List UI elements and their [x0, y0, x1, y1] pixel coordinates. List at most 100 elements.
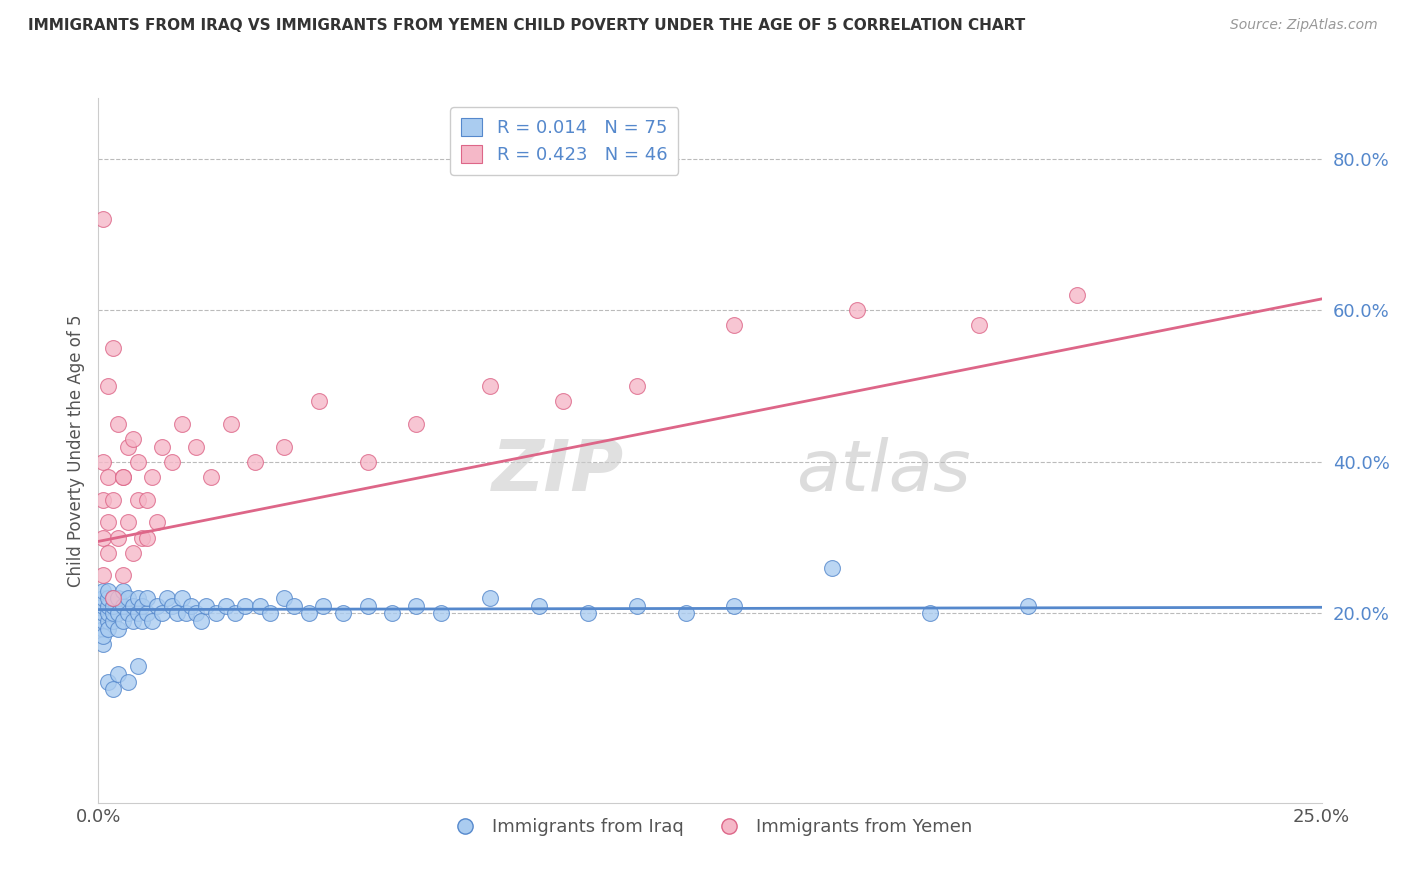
- Point: [97, 674, 120, 689]
- Text: IMMIGRANTS FROM IRAQ VS IMMIGRANTS FROM YEMEN CHILD POVERTY UNDER THE AGE OF 5 C: IMMIGRANTS FROM IRAQ VS IMMIGRANTS FROM …: [28, 18, 1025, 33]
- Point: [121, 599, 143, 613]
- Point: [111, 614, 134, 628]
- Point: [107, 607, 129, 621]
- Point: [308, 394, 330, 409]
- Point: [136, 607, 159, 621]
- Point: [121, 614, 143, 628]
- Point: [405, 417, 427, 431]
- Point: [233, 599, 256, 613]
- Point: [312, 599, 335, 613]
- Point: [195, 599, 218, 613]
- Point: [117, 591, 139, 606]
- Point: [160, 455, 183, 469]
- Point: [97, 583, 120, 598]
- Point: [675, 607, 697, 621]
- Point: [205, 607, 228, 621]
- Point: [146, 599, 169, 613]
- Point: [356, 455, 378, 469]
- Point: [127, 659, 149, 673]
- Point: [91, 531, 114, 545]
- Point: [150, 440, 173, 454]
- Point: [91, 583, 114, 598]
- Point: [101, 614, 124, 628]
- Point: [1066, 288, 1088, 302]
- Point: [117, 674, 139, 689]
- Point: [131, 531, 153, 545]
- Point: [723, 599, 745, 613]
- Point: [97, 614, 120, 628]
- Point: [478, 379, 501, 393]
- Point: [127, 591, 149, 606]
- Point: [97, 546, 120, 560]
- Point: [298, 607, 321, 621]
- Point: [91, 637, 114, 651]
- Point: [273, 440, 295, 454]
- Point: [107, 667, 129, 681]
- Point: [356, 599, 378, 613]
- Point: [478, 591, 501, 606]
- Point: [101, 591, 124, 606]
- Point: [97, 591, 120, 606]
- Point: [111, 568, 134, 582]
- Point: [111, 470, 134, 484]
- Point: [160, 599, 183, 613]
- Point: [626, 379, 648, 393]
- Point: [381, 607, 404, 621]
- Point: [97, 379, 120, 393]
- Point: [91, 614, 114, 628]
- Point: [111, 470, 134, 484]
- Point: [273, 591, 295, 606]
- Point: [186, 607, 208, 621]
- Point: [131, 599, 153, 613]
- Point: [91, 607, 114, 621]
- Point: [111, 583, 134, 598]
- Point: [136, 492, 159, 507]
- Point: [405, 599, 427, 613]
- Point: [121, 432, 143, 446]
- Point: [117, 607, 139, 621]
- Point: [170, 591, 193, 606]
- Point: [131, 614, 153, 628]
- Point: [117, 440, 139, 454]
- Point: [91, 568, 114, 582]
- Point: [283, 599, 305, 613]
- Point: [146, 516, 169, 530]
- Point: [821, 561, 844, 575]
- Point: [845, 303, 868, 318]
- Point: [200, 470, 222, 484]
- Point: [176, 607, 198, 621]
- Point: [101, 492, 124, 507]
- Point: [127, 492, 149, 507]
- Text: ZIP: ZIP: [492, 437, 624, 506]
- Point: [107, 531, 129, 545]
- Point: [111, 599, 134, 613]
- Point: [101, 607, 124, 621]
- Point: [332, 607, 354, 621]
- Point: [249, 599, 271, 613]
- Point: [91, 492, 114, 507]
- Point: [141, 614, 163, 628]
- Point: [127, 607, 149, 621]
- Point: [101, 599, 124, 613]
- Point: [101, 591, 124, 606]
- Point: [723, 318, 745, 333]
- Point: [91, 455, 114, 469]
- Point: [190, 614, 212, 628]
- Point: [180, 599, 202, 613]
- Point: [243, 455, 266, 469]
- Point: [91, 629, 114, 643]
- Point: [219, 417, 242, 431]
- Point: [576, 607, 599, 621]
- Point: [101, 341, 124, 355]
- Point: [97, 516, 120, 530]
- Point: [91, 599, 114, 613]
- Text: atlas: atlas: [796, 437, 970, 506]
- Point: [97, 622, 120, 636]
- Point: [259, 607, 281, 621]
- Point: [117, 516, 139, 530]
- Point: [150, 607, 173, 621]
- Point: [186, 440, 208, 454]
- Point: [527, 599, 550, 613]
- Point: [91, 591, 114, 606]
- Point: [626, 599, 648, 613]
